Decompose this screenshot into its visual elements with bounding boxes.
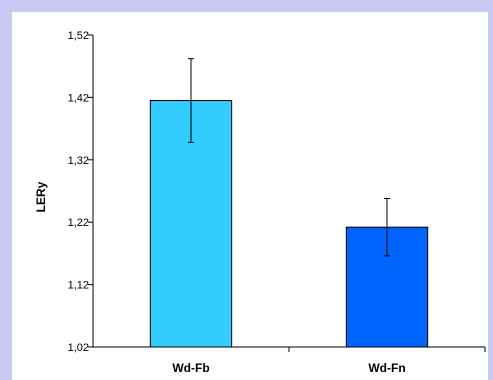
y-tick-label: 1,12 — [68, 280, 89, 292]
y-tick-label: 1,22 — [68, 217, 89, 229]
y-axis-label: LERy — [34, 181, 48, 212]
y-tick-label: 1,02 — [68, 342, 89, 354]
y-tick-label: 1,32 — [68, 155, 89, 167]
x-tick-label: Wd-Fn — [368, 361, 405, 375]
y-tick-label: 1,52 — [68, 30, 89, 42]
x-tick-label: Wd-Fb — [172, 361, 209, 375]
y-tick-label: 1,42 — [68, 92, 89, 104]
